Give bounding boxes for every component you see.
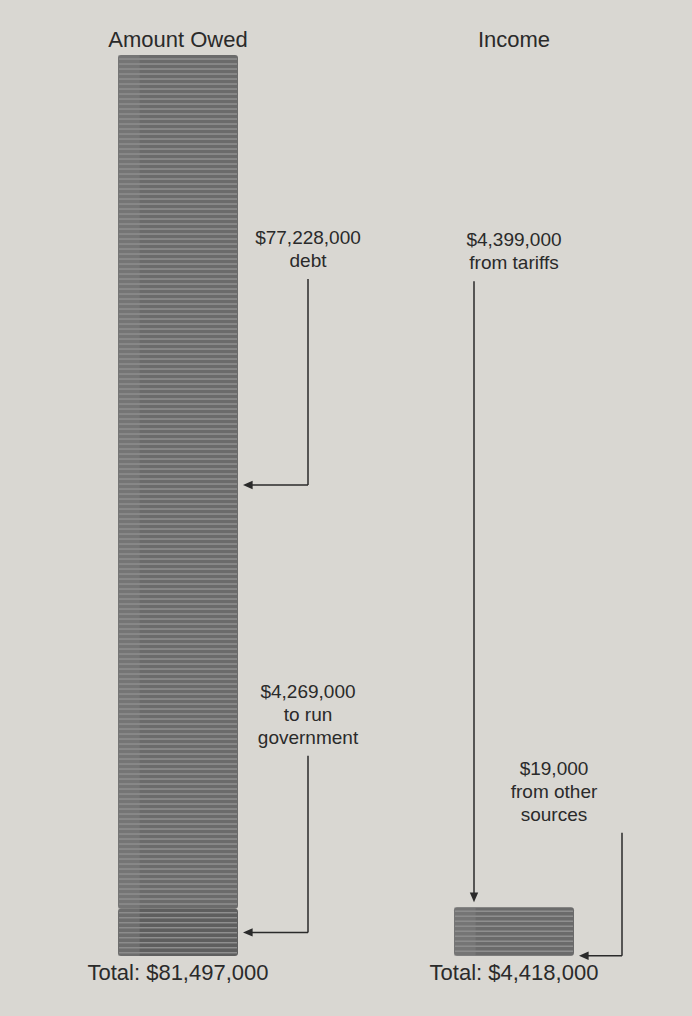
svg-text:government: government bbox=[258, 727, 359, 748]
svg-text:Amount Owed: Amount Owed bbox=[108, 27, 247, 52]
svg-text:Total: $81,497,000: Total: $81,497,000 bbox=[87, 960, 268, 985]
svg-text:from other: from other bbox=[511, 781, 598, 802]
svg-text:Income: Income bbox=[478, 27, 550, 52]
svg-text:sources: sources bbox=[521, 804, 588, 825]
svg-text:$77,228,000: $77,228,000 bbox=[255, 227, 361, 248]
svg-text:$4,269,000: $4,269,000 bbox=[260, 681, 355, 702]
svg-text:debt: debt bbox=[290, 250, 328, 271]
svg-text:$19,000: $19,000 bbox=[520, 758, 589, 779]
svg-text:Total: $4,418,000: Total: $4,418,000 bbox=[430, 960, 599, 985]
svg-text:to run: to run bbox=[284, 704, 333, 725]
svg-text:$4,399,000: $4,399,000 bbox=[466, 229, 561, 250]
svg-text:from tariffs: from tariffs bbox=[469, 252, 558, 273]
